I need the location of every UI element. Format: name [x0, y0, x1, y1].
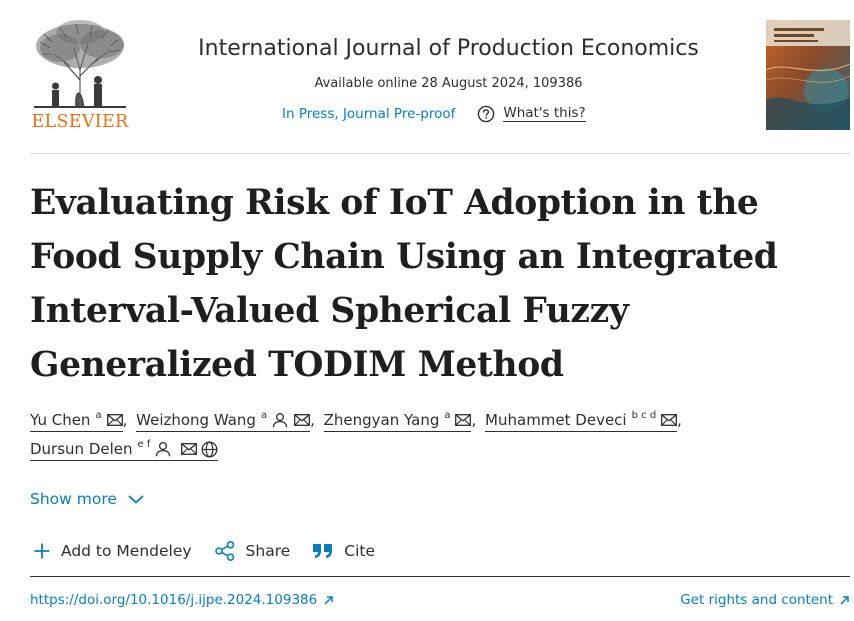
author-affiliation: b c d	[631, 410, 657, 421]
author-name: Zhengyan Yang	[323, 411, 440, 429]
author-name: Yu Chen	[30, 411, 91, 429]
author-yu-chen[interactable]: Yu Chen a	[30, 411, 123, 432]
email-icon	[455, 414, 472, 426]
availability-date: Available online 28 August 2024, 109386	[314, 76, 583, 91]
get-rights-text: Get rights and content	[680, 592, 833, 608]
email-icon	[181, 443, 198, 455]
get-rights-link[interactable]: Get rights and content	[680, 592, 850, 608]
external-link-icon	[839, 595, 850, 606]
share-button[interactable]: Share	[214, 540, 291, 562]
plus-icon	[34, 543, 50, 559]
whats-this-link[interactable]: What's this?	[503, 105, 586, 122]
show-more-button[interactable]: Show more	[30, 490, 145, 508]
status-row: In Press, Journal Pre-proof What's this?	[282, 104, 586, 124]
person-icon	[272, 412, 288, 428]
cite-label: Cite	[344, 542, 376, 560]
author-muhammet-deveci[interactable]: Muhammet Deveci b c d	[485, 410, 678, 432]
author-separator: ,	[122, 411, 128, 429]
author-name: Weizhong Wang	[136, 411, 256, 429]
elsevier-logo[interactable]: ELSEVIER	[30, 18, 130, 132]
author-dursun-delen[interactable]: Dursun Delen e f	[30, 439, 219, 461]
cite-button[interactable]: Cite	[312, 542, 375, 560]
author-name: Dursun Delen	[30, 440, 133, 458]
email-icon	[294, 414, 311, 426]
email-icon	[661, 414, 678, 426]
author-affiliation: a	[95, 410, 102, 421]
add-to-mendeley-label: Add to Mendeley	[61, 542, 192, 560]
email-icon	[106, 414, 123, 426]
article-actions: Add to Mendeley Share Cite	[33, 540, 375, 562]
author-zhengyan-yang[interactable]: Zhengyan Yang a	[323, 410, 472, 432]
header-divider	[30, 153, 850, 154]
author-weizhong-wang[interactable]: Weizhong Wang a	[136, 410, 311, 432]
publisher-name: ELSEVIER	[31, 112, 129, 132]
author-list: Yu Chen a, Weizhong Wang a, Zhengyan Yang a…	[30, 406, 850, 464]
elsevier-tree-icon	[34, 20, 126, 109]
question-circle-icon[interactable]	[477, 105, 495, 123]
globe-icon	[201, 441, 218, 458]
in-press-link[interactable]: In Press, Journal Pre-proof	[282, 106, 456, 122]
doi-text: https://doi.org/10.1016/j.ijpe.2024.1093…	[30, 592, 318, 608]
author-affiliation: a	[260, 410, 268, 421]
show-more-label: Show more	[30, 490, 117, 508]
author-separator: ,	[310, 411, 315, 429]
journal-cover-image[interactable]	[766, 20, 850, 130]
journal-title[interactable]: International Journal of Production Econ…	[198, 36, 699, 61]
quote-icon	[313, 544, 333, 558]
author-affiliation: e f	[137, 439, 151, 450]
external-link-icon	[323, 595, 334, 606]
author-name: Muhammet Deveci	[485, 411, 627, 429]
doi-link[interactable]: https://doi.org/10.1016/j.ijpe.2024.1093…	[30, 592, 334, 608]
actions-divider	[30, 576, 850, 577]
author-affiliation: a	[444, 410, 451, 421]
chevron-down-icon	[128, 495, 144, 504]
author-separator: ,	[471, 411, 477, 429]
add-to-mendeley-button[interactable]: Add to Mendeley	[33, 542, 192, 560]
share-icon	[214, 541, 234, 562]
author-separator: ,	[677, 411, 682, 429]
share-label: Share	[245, 542, 291, 560]
person-icon	[155, 441, 171, 457]
article-title: Evaluating Risk of IoT Adoption in the F…	[30, 183, 778, 385]
